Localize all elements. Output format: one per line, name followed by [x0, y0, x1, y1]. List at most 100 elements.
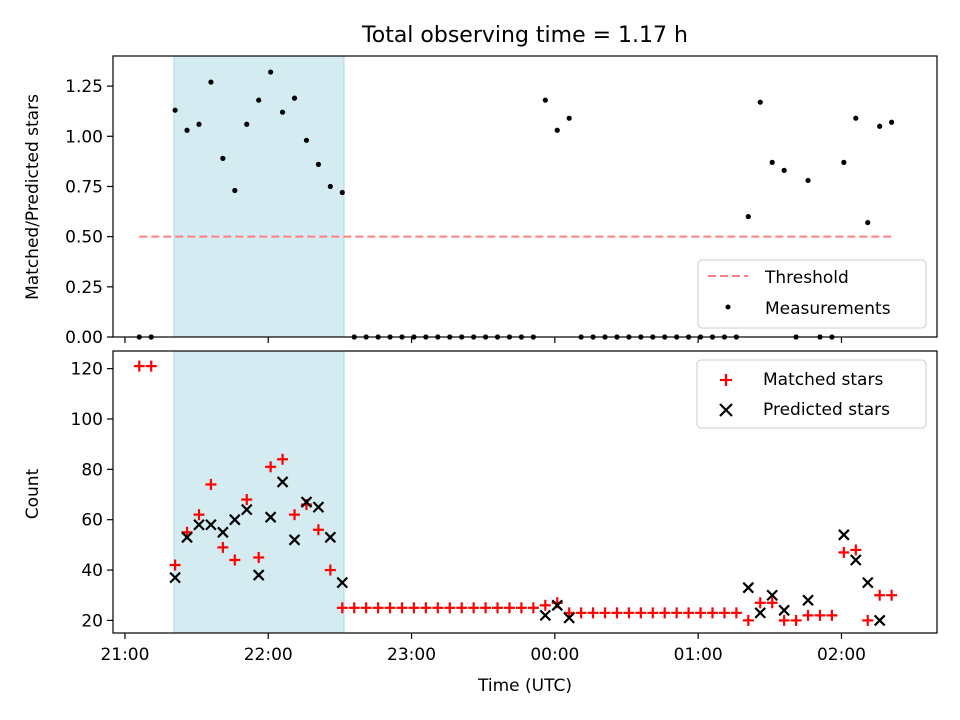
highlight-span-top [174, 56, 344, 337]
predicted-star-point [217, 526, 229, 539]
matched-star-point [241, 494, 253, 506]
matched-star-point [360, 602, 372, 614]
matched-star-point [289, 509, 301, 521]
matched-star-point [169, 559, 181, 571]
matched-star-point [754, 597, 766, 609]
matched-star-point [384, 602, 396, 614]
matched-star-point [193, 509, 205, 521]
measurement-point [877, 123, 883, 129]
matched-star-point [420, 602, 432, 614]
y-tick-label: 0.25 [65, 278, 103, 298]
measurement-point [542, 97, 548, 103]
matched-star-point [718, 607, 730, 619]
axes-frame-top [112, 55, 938, 338]
predicted-star-point [766, 589, 778, 602]
x-ticks-bottom: 21:00 22:00 23:00 00:00 01:00 02:00 [100, 633, 866, 665]
y-tick-label: 0.50 [65, 228, 103, 248]
measurement-point [279, 109, 286, 115]
predicted-star-point [742, 581, 755, 594]
matched-star-point [492, 602, 504, 614]
legend-box-bottom [696, 359, 927, 429]
legend-threshold-label: Threshold [764, 268, 849, 288]
measurement-point [339, 189, 345, 196]
measurement-point [841, 159, 847, 165]
measurement-point [232, 187, 238, 194]
predicted-star-point [551, 599, 564, 612]
legend-measurements-label: Measurements [765, 299, 891, 319]
y-tick-label: 120 [71, 360, 103, 380]
predicted-star-point [324, 531, 337, 544]
legend-measurements-swatch [725, 304, 731, 310]
predicted-star-point [336, 576, 349, 589]
matched-star-point [850, 544, 862, 556]
matched-star-point [695, 607, 707, 619]
matched-star-point [874, 589, 886, 601]
measurement-point [315, 161, 322, 167]
legend-matched-label: Matched stars [763, 370, 883, 390]
matched-star-point [671, 607, 683, 619]
y-axis-label-top: Matched/Predicted stars [23, 94, 43, 300]
measurement-point [554, 127, 560, 133]
predicted-star-point [838, 529, 850, 541]
measurement-point [256, 97, 262, 103]
axes-frame-bottom [112, 350, 938, 634]
matched-star-point [814, 609, 826, 621]
matched-star-point [324, 564, 336, 576]
matched-star-point [683, 607, 695, 619]
matched-star-point [635, 607, 647, 619]
measurement-point [889, 119, 895, 125]
matched-star-point [277, 453, 289, 465]
matched-star-point [778, 614, 790, 626]
matched-star-point [862, 614, 874, 626]
chart-title: Total observing time = 1.17 h [361, 23, 688, 48]
x-tick-label: 01:00 [674, 645, 723, 665]
measurement-point [769, 159, 775, 165]
matched-star-point [145, 360, 157, 372]
predicted-star-point [252, 569, 265, 581]
predicted-star-point [300, 496, 313, 508]
matched-star-point [515, 602, 527, 614]
matched-star-point [575, 607, 587, 619]
y-axis-label-bottom: Count [23, 468, 43, 519]
measurement-point [208, 79, 214, 85]
matched-star-point [432, 602, 444, 614]
predicted-star-point [563, 612, 575, 624]
matched-star-point [527, 602, 539, 614]
ratio-panel: 0.00 0.25 0.50 0.75 1.00 1.25 Threshold Measu… [65, 55, 938, 348]
matched-star-point [456, 602, 468, 614]
x-axis-label: Time (UTC) [477, 676, 572, 696]
measurement-point [172, 107, 178, 113]
measurement-point [781, 167, 787, 174]
legend-box-top [697, 259, 927, 329]
matched-star-point [730, 607, 742, 619]
matched-star-point [623, 607, 635, 619]
matched-star-point [229, 554, 241, 566]
x-tick-label: 00:00 [530, 645, 579, 665]
matched-star-point [205, 478, 217, 490]
measurement-point [244, 121, 250, 127]
matched-star-point [372, 602, 384, 614]
y-tick-label: 40 [81, 561, 103, 581]
predicted-star-point [754, 607, 767, 619]
y-ticks-top: 0.00 0.25 0.50 0.75 1.00 1.25 [65, 77, 113, 348]
measurement-point [745, 213, 751, 220]
x-tick-label: 22:00 [244, 645, 293, 665]
matched-star-point [265, 461, 277, 473]
x-tick-label: 23:00 [387, 645, 436, 665]
matched-star-point [886, 589, 898, 601]
y-tick-label: 0.75 [65, 177, 103, 197]
predicted-star-point [850, 554, 862, 566]
matched-star-point [539, 599, 551, 611]
matched-star-point [217, 541, 229, 553]
matched-star-point [336, 602, 348, 614]
measurement-point [865, 219, 871, 226]
measurement-point [757, 99, 763, 105]
matched-star-point [647, 607, 659, 619]
matched-star-point [312, 524, 324, 536]
count-panel: 20 40 60 80 100 120 21:00 22:00 23:00 00:00 01:00… [71, 350, 938, 665]
predicted-star-point [181, 531, 193, 544]
matched-star-point [348, 602, 360, 614]
matched-star-point [503, 602, 515, 614]
measurement-point [184, 127, 190, 133]
